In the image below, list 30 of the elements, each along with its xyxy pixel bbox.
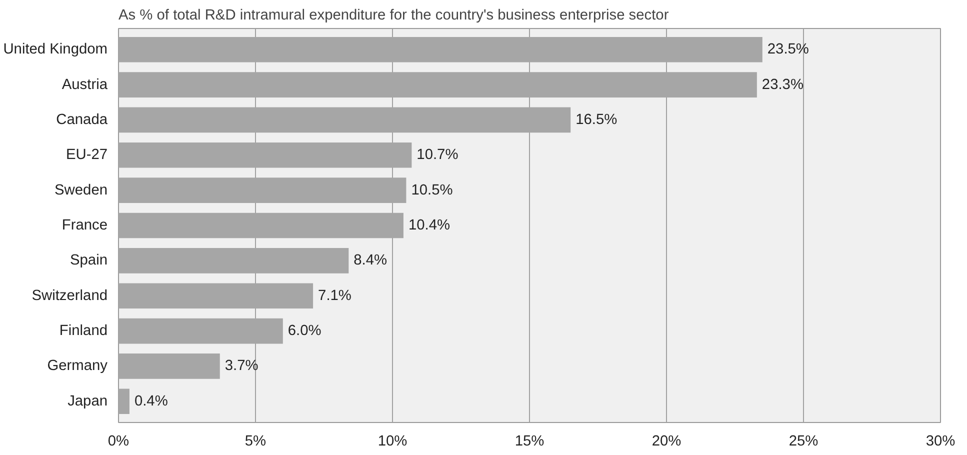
y-tick-label: Canada [56,112,108,128]
data-label: 10.5% [411,182,453,198]
y-tick-label: Austria [62,76,108,93]
x-tick-label: 10% [378,434,408,450]
y-tick-label: Spain [70,252,108,269]
data-label: 16.5% [576,112,618,128]
data-label: 3.7% [224,358,258,374]
x-tick-label: 0% [108,434,130,450]
x-tick-label: 30% [926,434,956,450]
y-tick-label: Sweden [54,182,108,198]
y-tick-label: Japan [68,393,108,410]
y-tick-label: Germany [47,358,108,374]
y-tick-label: EU-27 [66,147,108,164]
x-tick-label: 25% [788,434,818,450]
data-label: 7.1% [318,288,352,304]
chart-title: As % of total R&D intramural expenditure for the country's business enterprise sector [118,8,669,24]
x-tick-label: 5% [244,434,266,450]
y-tick-label: France [62,218,108,234]
data-label: 10.4% [408,218,450,234]
data-label: 0.4% [134,393,168,410]
x-tick-label: 15% [514,434,544,450]
data-label: 23.5% [767,42,809,58]
y-tick-label: United Kingdom [3,42,108,58]
y-tick-label: Switzerland [32,288,108,304]
y-tick-label: Finland [59,323,108,340]
x-tick-label: 20% [652,434,682,450]
data-label: 23.3% [762,76,804,93]
data-label: 10.7% [416,147,458,164]
data-label: 6.0% [288,323,322,340]
data-label: 8.4% [354,252,388,269]
